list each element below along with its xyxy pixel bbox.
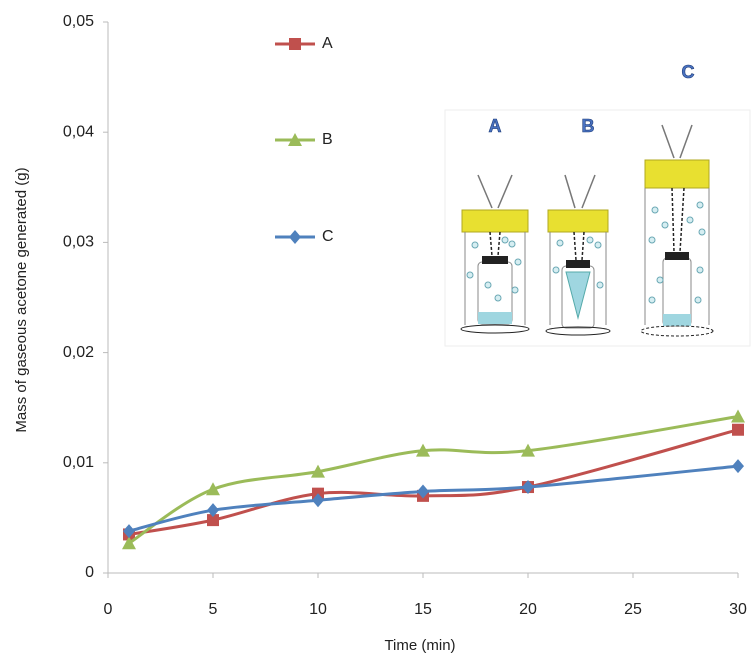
x-tick-label: 15 — [414, 601, 432, 618]
y-tick-label: 0 — [85, 564, 94, 581]
legend-marker — [289, 38, 301, 50]
legend-label: A — [322, 35, 333, 52]
series-line — [128, 464, 739, 533]
x-tick-label: 25 — [624, 601, 642, 618]
x-tick-label: 5 — [209, 601, 218, 618]
marker — [732, 459, 744, 474]
x-tick-label: 0 — [104, 601, 113, 618]
annotation: C — [682, 62, 695, 82]
marker — [206, 482, 220, 496]
marker — [312, 493, 324, 508]
annotation: A — [489, 116, 502, 136]
legend-marker — [288, 133, 302, 146]
marker — [521, 443, 535, 457]
legend-marker — [289, 230, 301, 244]
marker — [122, 536, 136, 550]
y-tick-label: 0,05 — [63, 13, 94, 30]
y-tick-label: 0,04 — [63, 123, 94, 140]
series-line — [128, 415, 739, 545]
marker — [522, 480, 534, 495]
marker — [416, 443, 430, 457]
legend-label: B — [322, 131, 333, 148]
marker — [311, 464, 325, 478]
marker — [207, 503, 219, 518]
inset-diagram: A B C — [444, 61, 751, 347]
marker — [417, 484, 429, 499]
y-tick-label: 0,03 — [63, 234, 94, 251]
y-tick-label: 0,02 — [63, 344, 94, 361]
x-tick-label: 30 — [729, 601, 747, 618]
annotation: B — [582, 116, 595, 136]
y-tick-label: 0,01 — [63, 454, 94, 471]
marker — [123, 524, 135, 539]
y-axis-title: Mass of gaseous acetone generated (g) — [13, 167, 30, 432]
series-line — [128, 428, 739, 536]
x-tick-label: 10 — [309, 601, 327, 618]
x-tick-label: 20 — [519, 601, 537, 618]
marker — [732, 423, 744, 436]
legend-label: C — [322, 228, 334, 245]
x-axis-title: Time (min) — [384, 637, 455, 654]
marker — [731, 409, 745, 423]
marker — [207, 514, 219, 527]
